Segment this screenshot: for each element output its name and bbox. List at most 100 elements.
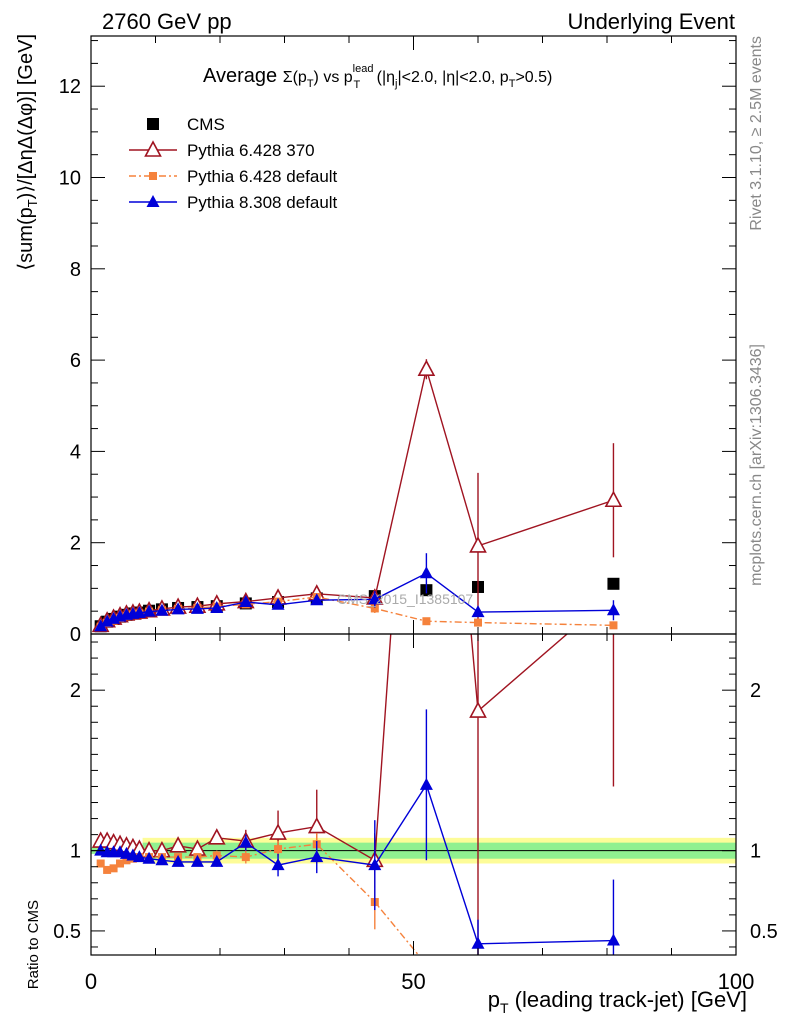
main-data-point [474, 618, 482, 627]
header-left: 2760 GeV pp [102, 9, 232, 34]
y-label-b: )⟩/[ΔηΔ(Δφ)] [GeV] [15, 34, 37, 199]
title-sigma: Σ(p [283, 69, 307, 86]
title-vs-sub: T [353, 79, 360, 91]
ratio-data-point [422, 961, 430, 969]
ratio-bands [91, 837, 737, 864]
y-tick-label: 8 [70, 259, 81, 281]
ratio-y-label: Ratio to CMS [25, 900, 42, 989]
main-data-point [469, 536, 487, 553]
main-data-point [609, 621, 618, 630]
main-data-point [370, 604, 379, 613]
main-panel [91, 359, 623, 633]
main-data-point [607, 577, 620, 590]
ratio-y-tick-label: 0.5 [53, 921, 81, 943]
title-lead: Average [203, 65, 283, 87]
ratio-data-point [103, 865, 112, 874]
x-tick-label: 0 [85, 969, 97, 994]
legend: CMS Pythia 6.428 370 Pythia 6.428 default P… [129, 115, 338, 212]
main-data-point [422, 617, 431, 626]
legend-marker [149, 172, 157, 180]
title-cut-sub: j [394, 78, 397, 90]
ratio-frame [90, 633, 737, 956]
x-axis-label: pT (leading track-jet) [GeV] [488, 987, 747, 1016]
ratio-data-point [419, 120, 434, 134]
ratio-y-tick-label: 2 [70, 680, 81, 702]
ratio-y-tick-label: 1 [70, 841, 81, 863]
legend-item-1: Pythia 6.428 370 [129, 140, 315, 160]
ratio-data-point [169, 836, 187, 853]
y-tick-label: 10 [59, 168, 81, 190]
ratio-data-point [609, 978, 617, 986]
ratio-y-tick-label-right: 2 [750, 680, 761, 702]
legend-label: Pythia 6.428 default [187, 167, 338, 186]
ratio-data-point [190, 854, 204, 867]
ratio-data-point [241, 853, 250, 862]
ratio-data-point [142, 851, 156, 864]
ratio-data-point [310, 850, 324, 863]
main-data-point [142, 604, 156, 617]
legend-label: Pythia 8.308 default [187, 193, 338, 212]
title-cut2-sub: T [509, 78, 516, 90]
legend-item-3: Pythia 8.308 default [129, 193, 338, 212]
watermark: CMS_2015_I1385107 [337, 591, 473, 607]
y-tick-label: 0 [70, 624, 81, 646]
main-data-point [94, 619, 108, 632]
main-data-point [471, 605, 485, 618]
ratio-data-point [474, 969, 482, 977]
ratio-series-line-0 [100, 634, 569, 862]
title-sigma-sub: T [307, 78, 314, 90]
main-data-point [155, 603, 169, 616]
ratio-y-tick-label-right: 0.5 [750, 921, 778, 943]
x-tick-label: 100 [718, 969, 755, 994]
ratio-data-point [171, 854, 185, 867]
main-data-point [310, 593, 324, 606]
plot-area [91, 120, 623, 986]
ratio-data-point [155, 853, 169, 866]
x-label-a: p [488, 987, 500, 1012]
ratio-data-point [269, 823, 287, 840]
y-label-sub: T [25, 199, 40, 207]
legend-label: CMS [187, 115, 225, 134]
main-data-point [368, 592, 382, 605]
y-tick-label: 4 [70, 441, 81, 463]
y-axis-label: ⟨sum(pT)⟩/[ΔηΔ(Δφ)] [GeV] [15, 34, 40, 271]
title-cut: (|η [372, 69, 395, 86]
main-series-3 [94, 553, 620, 632]
ratio-data-point [469, 701, 487, 718]
ratio-data-point [210, 854, 224, 867]
main-series-line-1 [100, 366, 614, 626]
x-label-b: (leading track-jet) [GeV] [509, 987, 747, 1012]
chart-title: Average Σ(pT) vs plead T (|ηj|<2.0, |η|<2… [203, 63, 552, 91]
ratio-data-point [132, 850, 146, 863]
legend-marker [146, 195, 160, 207]
x-tick-label: 50 [401, 969, 425, 994]
ratio-panel [91, 120, 620, 986]
side-label-top: Rivet 3.1.10, ≥ 2.5M events [748, 36, 765, 231]
ratio-data-point [307, 816, 326, 834]
main-data-point [419, 566, 433, 579]
main-data-point [271, 597, 285, 610]
x-label-sub: T [500, 1000, 509, 1016]
legend-marker [147, 118, 159, 130]
ratio-data-point [116, 859, 125, 868]
main-data-point [239, 595, 253, 608]
side-label-bottom: mcplots.cern.ch [arXiv:1306.3436] [748, 344, 765, 586]
y-label-a: ⟨sum(p [15, 207, 37, 270]
ratio-data-point [274, 845, 283, 854]
main-data-point [606, 603, 620, 616]
title-vs-sup: lead [353, 63, 374, 75]
ratio-data-point [271, 858, 285, 871]
ratio-series-2 [94, 709, 620, 955]
legend-item-2: Pythia 6.428 default [129, 167, 338, 186]
main-data-point [171, 602, 185, 615]
y-tick-label: 6 [70, 350, 81, 372]
ratio-data-point [471, 936, 485, 949]
legend-marker [144, 140, 162, 157]
main-data-point [604, 490, 623, 508]
y-tick-label: 12 [59, 76, 81, 98]
ratio-data-point [109, 864, 118, 873]
main-data-point [190, 601, 204, 614]
